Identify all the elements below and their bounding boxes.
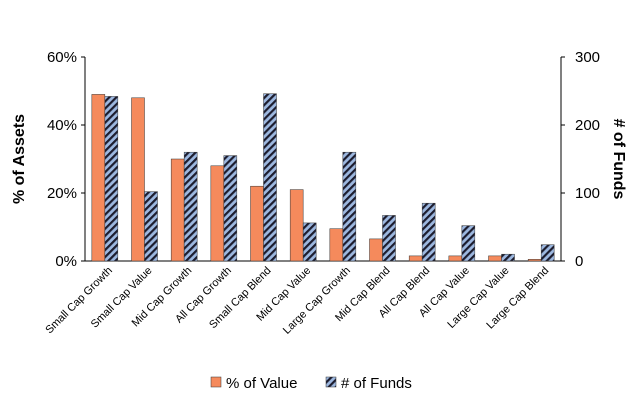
- right-axis-title: # of Funds: [610, 119, 627, 200]
- bar-num-funds: [183, 151, 198, 262]
- bar-pct-value: [131, 97, 145, 262]
- bar-pct-value: [527, 259, 542, 262]
- bars: [91, 93, 555, 262]
- bar-num-funds: [501, 253, 515, 262]
- bar-num-funds: [342, 151, 357, 262]
- plot-area: [84, 57, 562, 262]
- left-tick-label: 0%: [55, 253, 77, 270]
- bar-pct-value: [289, 189, 304, 262]
- bar-num-funds: [461, 225, 476, 262]
- bar-num-funds: [144, 191, 158, 262]
- bar-num-funds: [382, 215, 396, 262]
- bar-num-funds: [263, 93, 277, 262]
- right-tick-label: 300: [575, 49, 600, 66]
- bar-pct-value: [369, 238, 383, 262]
- legend-label-value: % of Value: [226, 375, 297, 392]
- category-label: Large Cap Growth: [281, 265, 353, 337]
- legend-swatch-value: [210, 376, 222, 388]
- legend-label-funds: # of Funds: [341, 375, 412, 392]
- right-tick-label: 200: [575, 117, 600, 134]
- left-axis-title: % of Assets: [11, 114, 28, 204]
- bar-pct-value: [329, 228, 344, 262]
- legend: % of Value # of Funds: [210, 375, 412, 392]
- bar-pct-value: [170, 158, 185, 262]
- right-axis-ticks: 0 100 200 300: [561, 49, 600, 270]
- right-tick-label: 0: [575, 253, 583, 270]
- bar-pct-value: [250, 185, 264, 262]
- left-tick-label: 40%: [47, 117, 77, 134]
- left-tick-label: 60%: [47, 49, 77, 66]
- bar-pct-value: [210, 165, 225, 262]
- left-axis-ticks: 0% 20% 40% 60%: [47, 49, 85, 270]
- category-label: Small Cap Growth: [43, 265, 115, 337]
- legend-swatch-funds: [325, 376, 337, 388]
- bar-num-funds: [302, 222, 317, 262]
- right-tick-label: 100: [575, 185, 600, 202]
- bar-num-funds: [421, 202, 436, 262]
- bar-pct-value: [448, 255, 463, 262]
- bar-pct-value: [91, 94, 106, 262]
- bar-pct-value: [488, 255, 502, 262]
- bar-num-funds: [540, 244, 555, 262]
- bar-num-funds: [223, 155, 238, 262]
- left-tick-label: 20%: [47, 185, 77, 202]
- bar-num-funds: [104, 96, 119, 262]
- bar-pct-value: [408, 255, 423, 262]
